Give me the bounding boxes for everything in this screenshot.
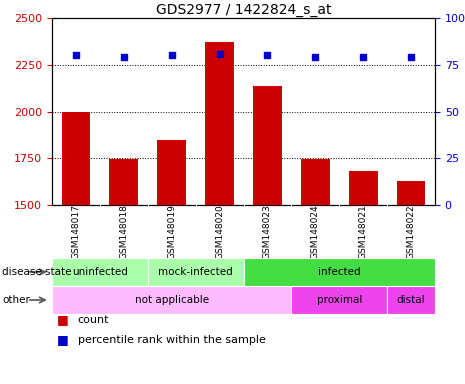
Text: GSM148023: GSM148023: [263, 204, 272, 259]
Bar: [301, 159, 330, 205]
Text: GSM148024: GSM148024: [311, 204, 320, 259]
Text: disease state: disease state: [2, 267, 72, 277]
Text: percentile rank within the sample: percentile rank within the sample: [78, 335, 266, 345]
Bar: [157, 139, 186, 205]
Bar: [387, 286, 435, 314]
Text: GSM148019: GSM148019: [167, 204, 176, 259]
Text: ■: ■: [57, 333, 68, 346]
Bar: [205, 42, 234, 205]
Text: GSM148017: GSM148017: [72, 204, 80, 259]
Text: infected: infected: [318, 267, 360, 277]
Bar: [349, 171, 378, 205]
Text: mock-infected: mock-infected: [158, 267, 233, 277]
Text: uninfected: uninfected: [72, 267, 128, 277]
Bar: [244, 258, 435, 286]
Text: count: count: [78, 315, 109, 325]
Bar: [253, 86, 282, 205]
Text: proximal: proximal: [317, 295, 362, 305]
Text: GSM148021: GSM148021: [359, 204, 368, 259]
Text: GSM148020: GSM148020: [215, 204, 224, 259]
Bar: [52, 286, 292, 314]
Text: ■: ■: [57, 313, 68, 326]
Text: other: other: [2, 295, 30, 305]
Text: not applicable: not applicable: [135, 295, 209, 305]
Bar: [109, 159, 138, 205]
Bar: [397, 181, 425, 205]
Bar: [52, 258, 148, 286]
Bar: [148, 258, 244, 286]
Bar: [292, 286, 387, 314]
Title: GDS2977 / 1422824_s_at: GDS2977 / 1422824_s_at: [156, 3, 331, 17]
Text: GSM148018: GSM148018: [120, 204, 128, 259]
Text: distal: distal: [397, 295, 425, 305]
Text: GSM148022: GSM148022: [406, 204, 416, 259]
Bar: [61, 111, 90, 205]
